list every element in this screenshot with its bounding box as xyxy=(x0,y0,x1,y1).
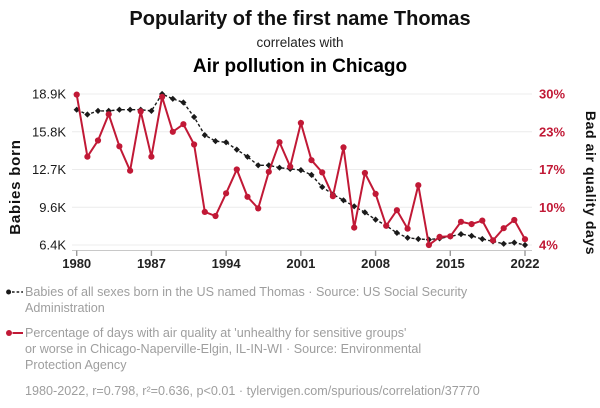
stats-footer: 1980-2022, r=0.798, r²=0.636, p<0.01 · t… xyxy=(25,384,480,398)
legend-text: Babies of all sexes born in the US named… xyxy=(25,284,467,316)
connector-text: correlates with xyxy=(256,35,344,50)
svg-text:9.6K: 9.6K xyxy=(39,200,66,215)
svg-text:6.4K: 6.4K xyxy=(39,238,66,253)
red-solid-series-icon xyxy=(6,330,23,336)
svg-text:1987: 1987 xyxy=(137,256,166,271)
svg-text:30%: 30% xyxy=(539,87,565,102)
svg-text:4%: 4% xyxy=(539,238,558,253)
series-air-pollution xyxy=(73,91,529,249)
svg-text:1980: 1980 xyxy=(62,256,91,271)
left-axis-ticks: 18.9K 15.8K 12.7K 9.6K 6.4K xyxy=(32,87,66,253)
chart-header: Popularity of the first name Thomas corr… xyxy=(0,7,600,79)
right-axis-ticks: 30% 23% 17% 10% 4% xyxy=(539,87,565,253)
svg-text:10%: 10% xyxy=(539,200,565,215)
right-axis-title: Bad air quality days xyxy=(583,111,599,255)
svg-text:23%: 23% xyxy=(539,124,565,139)
svg-text:15.8K: 15.8K xyxy=(32,124,66,139)
black-dashed-series-icon xyxy=(6,289,23,295)
svg-text:17%: 17% xyxy=(539,162,565,177)
legend-line: Percentage of days with air quality at '… xyxy=(25,326,407,340)
legend-line: Protection Agency xyxy=(25,358,127,372)
legend-line: or worse in Chicago-Naperville-Elgin, IL… xyxy=(25,342,422,356)
svg-text:2008: 2008 xyxy=(361,256,390,271)
page-subtitle: Air pollution in Chicago xyxy=(192,56,408,77)
svg-text:2001: 2001 xyxy=(286,256,315,271)
legend-text: Percentage of days with air quality at '… xyxy=(25,325,421,373)
legend-item: Percentage of days with air quality at '… xyxy=(6,325,594,373)
svg-text:2022: 2022 xyxy=(511,256,540,271)
page-title: Popularity of the first name Thomas xyxy=(129,8,471,30)
legend-line: Administration xyxy=(25,301,105,315)
legend-item: Babies of all sexes born in the US named… xyxy=(6,284,594,316)
legend-line: Babies of all sexes born in the US named… xyxy=(25,285,468,299)
svg-text:1994: 1994 xyxy=(212,256,242,271)
legend: Babies of all sexes born in the US named… xyxy=(6,284,594,398)
left-axis-title: Babies born xyxy=(7,139,24,234)
svg-text:18.9K: 18.9K xyxy=(32,87,66,102)
svg-text:12.7K: 12.7K xyxy=(32,162,66,177)
x-axis: 1980 1987 1994 2001 2008 2015 2022 xyxy=(62,250,540,271)
svg-text:2015: 2015 xyxy=(436,256,465,271)
gridlines xyxy=(72,93,532,246)
